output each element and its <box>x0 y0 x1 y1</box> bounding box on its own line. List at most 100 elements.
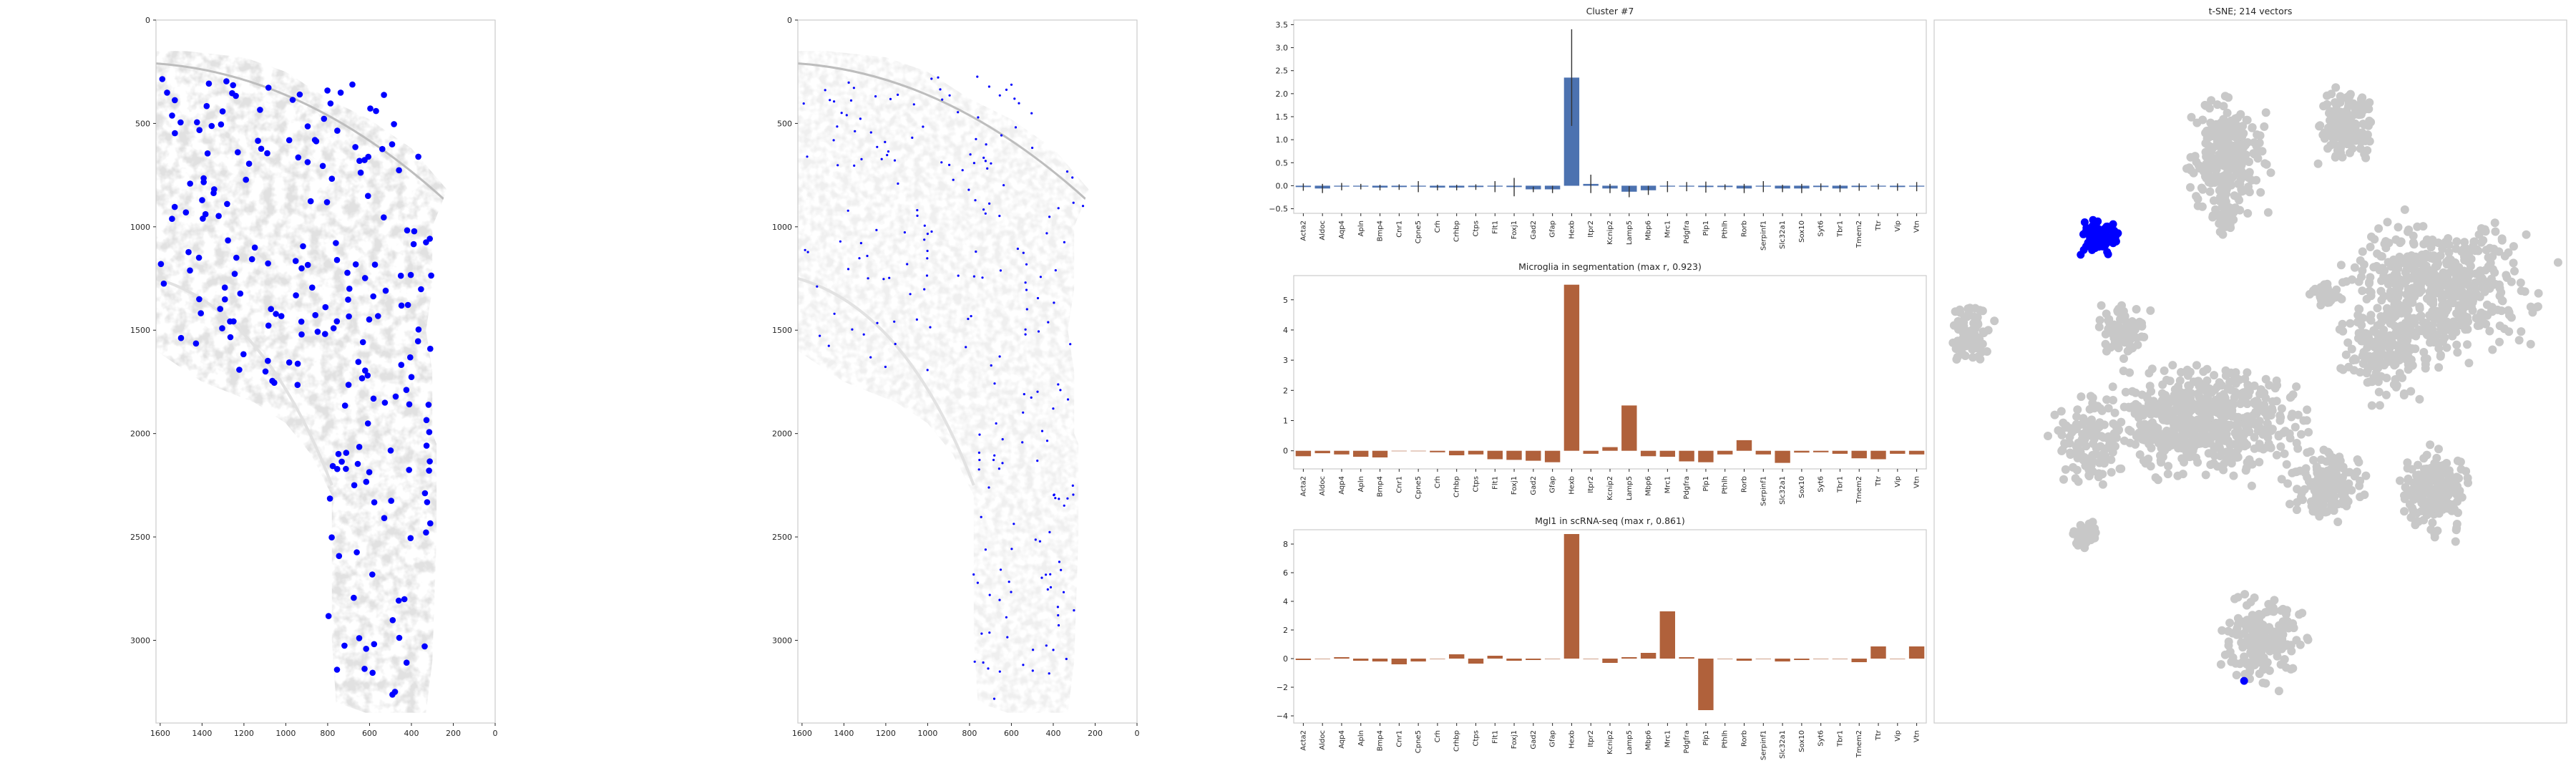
tsne-point <box>2210 371 2219 380</box>
cell-point <box>1053 301 1055 304</box>
x-tick-label: 0 <box>493 729 498 738</box>
tsne-point <box>2428 490 2437 500</box>
cell-point <box>415 326 422 333</box>
tsne-point <box>2463 340 2472 349</box>
y-tick-label: 1500 <box>130 326 150 335</box>
cell-point <box>930 77 933 80</box>
tsne-point <box>2509 242 2518 251</box>
tsne-point <box>2434 344 2444 353</box>
tsne-point <box>2218 230 2228 239</box>
tsne-point <box>2303 634 2312 643</box>
tsne-point <box>2073 405 2082 414</box>
cell-point <box>819 334 821 337</box>
y-tick-label: 1000 <box>772 223 792 232</box>
cell-point <box>322 331 328 337</box>
cell-point <box>421 643 428 650</box>
tsne-point <box>2164 399 2173 409</box>
tsne-point <box>2319 507 2328 516</box>
x-tick-label: Pdgfra <box>1683 476 1691 500</box>
tsne-point <box>1969 312 1979 321</box>
tsne-point <box>2065 432 2074 442</box>
tsne-point <box>2495 337 2504 346</box>
tsne-point <box>2202 432 2211 440</box>
x-tick-label: Kcnip2 <box>1606 476 1614 500</box>
x-tick-label: Aldoc <box>1319 476 1327 496</box>
cell-point <box>389 617 396 624</box>
cell-point <box>427 520 434 527</box>
x-tick-label: Kcnip2 <box>1606 730 1614 755</box>
tsne-point <box>2325 109 2333 118</box>
cell-point <box>836 125 839 128</box>
tsne-point <box>2242 463 2251 472</box>
tsne-point <box>2365 98 2374 107</box>
tsne-point <box>2097 406 2107 415</box>
cell-point <box>414 338 421 345</box>
x-tick-label: Cpne5 <box>1415 476 1423 499</box>
tsne-point <box>2370 235 2379 244</box>
cell-point <box>401 596 408 603</box>
cell-point <box>849 99 853 102</box>
cell-point <box>304 261 311 268</box>
cell-point <box>1036 460 1039 462</box>
cell-point <box>356 444 363 450</box>
tsne-point <box>2443 273 2452 282</box>
cell-point <box>1014 126 1018 129</box>
y-tick-label: 2.0 <box>1276 89 1289 99</box>
tsne-point <box>2286 664 2296 674</box>
tsne-highlight-point <box>2082 228 2090 236</box>
tsne-point <box>2442 260 2451 269</box>
tsne-point <box>2464 359 2474 368</box>
cell-point <box>185 248 192 256</box>
cell-point <box>328 175 336 182</box>
tsne-point <box>2449 281 2458 290</box>
cell-point <box>874 95 877 98</box>
tsne-point <box>2453 291 2462 301</box>
cell-point <box>916 214 919 217</box>
tsne-point <box>1973 321 1982 329</box>
y-tick-label: 4 <box>1283 326 1288 335</box>
cell-point <box>969 153 972 156</box>
tsne-point <box>2346 319 2355 328</box>
tsne-point <box>2468 298 2477 307</box>
tsne-point <box>2082 425 2092 435</box>
tsne-point <box>2354 277 2363 286</box>
cell-point <box>915 318 918 321</box>
cell-point <box>869 131 872 134</box>
x-tick-label: Tmem2 <box>1855 220 1863 248</box>
cell-point <box>230 82 237 89</box>
plot-frame <box>1293 275 1927 470</box>
cell-point <box>1005 88 1008 91</box>
tsne-point <box>2077 392 2086 402</box>
tsne-point <box>2389 380 2399 389</box>
tsne-point <box>2382 304 2391 313</box>
tsne-point <box>2354 304 2363 314</box>
x-tick-label: Aqp4 <box>1338 730 1346 749</box>
tsne-point <box>2482 246 2491 255</box>
cell-point <box>326 495 333 502</box>
tsne-point <box>2268 640 2278 649</box>
tsne-point <box>2059 418 2068 427</box>
tsne-point <box>2136 405 2145 414</box>
tsne-point <box>2334 293 2343 302</box>
cell-point <box>1066 398 1070 401</box>
x-tick-label: 1000 <box>917 729 937 738</box>
cell-point <box>1071 484 1074 488</box>
cell-point <box>298 331 305 338</box>
x-tick-label: Gad2 <box>1530 476 1538 495</box>
cell-point <box>923 224 926 227</box>
tsne-point <box>2145 382 2155 391</box>
cell-point <box>203 102 210 110</box>
y-tick-label: 0.5 <box>1276 158 1289 168</box>
tsne-point <box>2336 364 2346 373</box>
tsne-point <box>2399 349 2408 359</box>
cell-point <box>806 251 809 253</box>
tsne-point <box>2168 361 2177 370</box>
tsne-point <box>2485 284 2494 293</box>
tsne-point <box>2408 330 2417 339</box>
tsne-point <box>2293 410 2303 419</box>
tsne-point <box>2285 500 2294 509</box>
x-tick-label: Itpr2 <box>1587 730 1595 747</box>
tsne-point <box>2429 238 2438 248</box>
cell-point <box>278 313 285 319</box>
tsne-point <box>1963 312 1972 321</box>
